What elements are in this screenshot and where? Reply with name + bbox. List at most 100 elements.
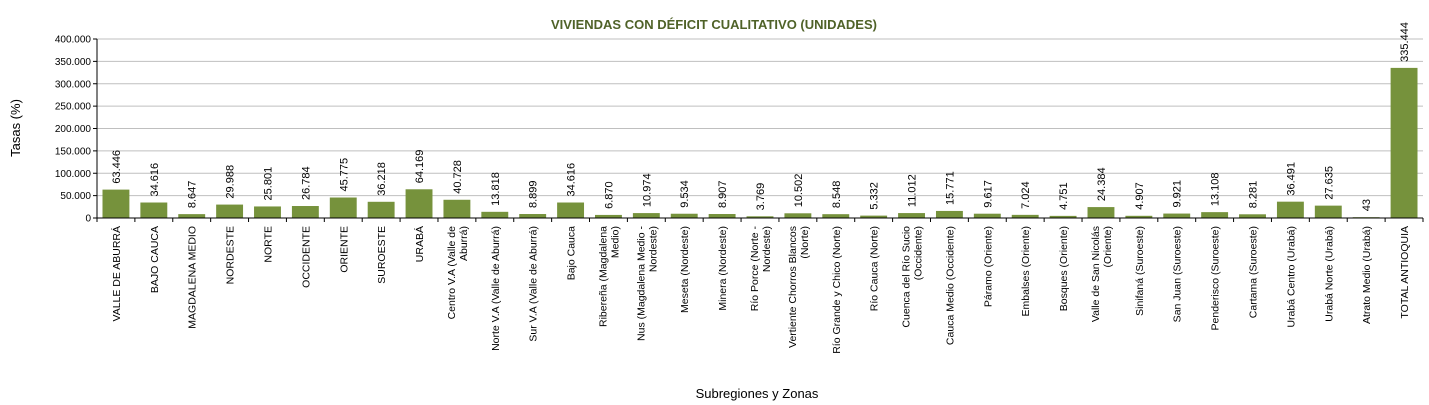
bar [708, 214, 736, 218]
x-category-label: NORTE [262, 226, 274, 263]
data-label: 34.616 [566, 163, 578, 197]
data-label: 45.775 [338, 158, 350, 192]
x-category-label: BAJO CAUCA [149, 226, 161, 293]
x-category-label: San Juan (Suroeste) [1172, 226, 1184, 322]
data-label: 40.728 [452, 160, 464, 194]
data-label: 29.988 [225, 165, 237, 199]
x-category-label: (Oriente) [1102, 226, 1114, 267]
bar [935, 210, 963, 218]
x-category-label: TOTAL ANTIOQUIA [1399, 226, 1411, 319]
x-category-label: Cauca Medio (Occidente) [944, 226, 956, 345]
data-label: 8.899 [528, 180, 540, 208]
y-tick-label: 400.000 [55, 35, 92, 46]
y-tick-label: 300.000 [55, 79, 92, 90]
data-label: 335.444 [1399, 22, 1411, 62]
bar [1390, 67, 1418, 218]
chart-title: VIVIENDAS CON DÉFICIT CUALITATIVO (UNIDA… [551, 17, 877, 32]
data-label: 5.332 [869, 182, 881, 210]
bar [670, 213, 698, 218]
bar [784, 213, 812, 218]
bars [102, 67, 1418, 218]
data-label: 11.012 [907, 174, 919, 207]
x-category-label: NORDESTE [225, 226, 237, 284]
bar [291, 206, 319, 218]
data-label: 8.281 [1248, 181, 1260, 209]
bar [1163, 213, 1191, 218]
axes [96, 39, 1423, 219]
x-category-label: Centro V.A (Valle de [446, 226, 458, 320]
data-label: 7.024 [1020, 181, 1032, 209]
bar [1239, 214, 1266, 218]
data-label: 24.384 [1096, 167, 1108, 201]
bar [860, 215, 888, 218]
y-tick-label: 250.000 [55, 102, 92, 113]
x-category-label: Río Grande y Chico (Norte) [831, 226, 843, 354]
bar [178, 214, 206, 218]
x-category-label: Penderisco (Suroeste) [1210, 226, 1222, 330]
x-category-label: Sinifaná (Suroeste) [1134, 226, 1146, 316]
bar [329, 197, 357, 218]
data-label: 9.617 [982, 180, 994, 208]
bar [822, 214, 850, 218]
bar [746, 216, 774, 218]
data-label: 64.169 [414, 150, 426, 184]
data-label: 8.548 [831, 181, 843, 209]
x-category-label: Nordeste) [647, 226, 659, 272]
x-category-label: OCCIDENTE [300, 226, 312, 288]
bar [1201, 212, 1229, 218]
data-label: 4.907 [1134, 182, 1146, 210]
gridlines [97, 38, 1423, 197]
x-category-label: Valle de San Nicolás [1090, 226, 1102, 322]
x-axis-title: Subregiones y Zonas [696, 386, 819, 401]
x-category-label: Páramo (Oriente) [982, 226, 994, 307]
data-label: 10.502 [793, 174, 805, 208]
x-category-label: URABÁ [413, 226, 426, 262]
bar [1011, 214, 1039, 218]
bar [443, 199, 471, 218]
y-axis-title: Tasas (%) [8, 99, 23, 157]
data-label: 27.635 [1323, 166, 1335, 200]
data-label: 4.751 [1058, 182, 1070, 210]
data-label: 8.907 [717, 180, 729, 208]
x-category-label: Vertiente Chorros Blancos [787, 226, 799, 348]
bar [595, 214, 622, 218]
bar [519, 214, 547, 218]
data-label: 9.921 [1172, 180, 1184, 208]
bar [102, 189, 130, 218]
y-tick-label: 50.000 [60, 191, 91, 202]
data-label: 63.446 [111, 150, 123, 184]
x-category-label: Ribereña (Magdalena [597, 226, 609, 327]
y-tick-label: 150.000 [55, 146, 92, 157]
bar [973, 213, 1001, 218]
data-label: 36.218 [376, 162, 388, 196]
x-category-label: Medio) [609, 226, 621, 258]
data-label: 25.801 [262, 167, 274, 201]
bar [1125, 215, 1153, 218]
x-category-label: (Occidente) [913, 226, 925, 280]
data-label: 8.647 [187, 181, 199, 209]
y-tick-label: 0 [85, 214, 91, 225]
x-category-label: Atrato Medio (Urabá) [1361, 226, 1373, 324]
y-tick-label: 350.000 [55, 57, 92, 68]
bar [557, 202, 585, 218]
bar [481, 211, 509, 218]
x-category-label: Meseta (Nordeste) [679, 226, 691, 313]
bar [216, 204, 244, 218]
x-category-label: Bajo Cauca [566, 226, 578, 280]
x-category-label: Urabá Centro (Urabá) [1285, 226, 1297, 328]
x-category-label: Aburrá) [458, 226, 470, 261]
x-category-label: (Norte) [799, 226, 811, 259]
data-label: 15.771 [944, 171, 956, 205]
x-category-label: Nordeste) [761, 226, 773, 272]
x-category-label: Río Cauca (Norte) [869, 226, 881, 311]
data-label: 26.784 [300, 166, 312, 200]
data-label: 3.769 [755, 183, 767, 211]
x-axis-category-labels: VALLE DE ABURRÁ BAJO CAUCA MAGDALENA MEDIO… [96, 218, 1424, 354]
data-label: 13.108 [1210, 172, 1222, 206]
y-tick-label: 200.000 [55, 124, 92, 135]
data-label: 36.491 [1285, 162, 1297, 196]
x-category-label: VALLE DE ABURRÁ [110, 226, 123, 322]
data-label: 34.616 [149, 163, 161, 197]
